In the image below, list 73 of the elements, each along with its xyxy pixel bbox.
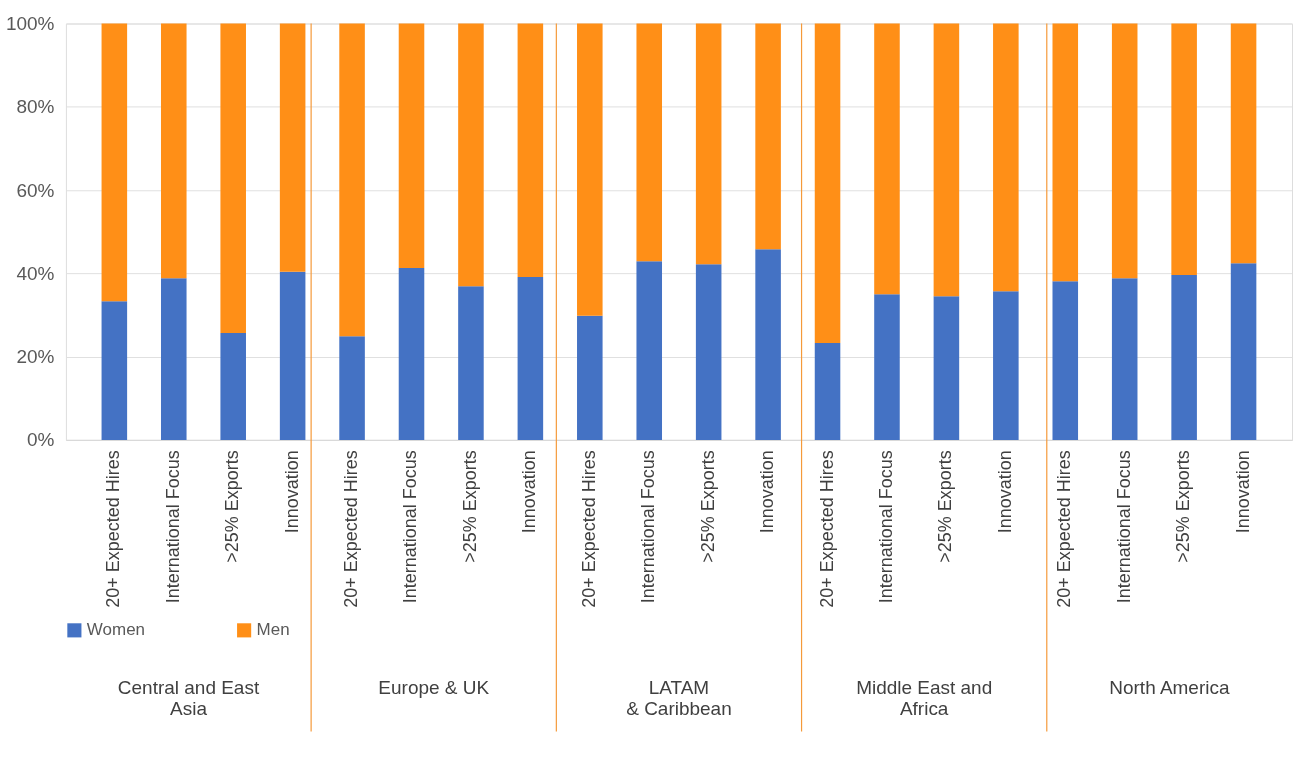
bar bbox=[398, 267, 425, 440]
bar bbox=[101, 301, 128, 440]
x-tick-label: 20+ Expected Hires bbox=[341, 450, 362, 608]
bar bbox=[814, 23, 841, 343]
bar bbox=[874, 294, 900, 440]
bar bbox=[874, 23, 900, 295]
bar bbox=[398, 23, 425, 268]
bar bbox=[1111, 23, 1138, 279]
text: Europe & UK bbox=[378, 677, 490, 699]
bar bbox=[814, 342, 841, 440]
x-tick-label: >25% Exports bbox=[222, 450, 243, 563]
bar bbox=[517, 277, 544, 440]
bar bbox=[577, 23, 603, 316]
text: LATAM & Caribbean bbox=[626, 677, 732, 720]
x-tick-label: >25% Exports bbox=[935, 450, 956, 563]
bar bbox=[101, 23, 128, 302]
x-tick-label: International Focus bbox=[638, 450, 659, 604]
bar bbox=[279, 23, 306, 272]
bar bbox=[1230, 23, 1257, 264]
bar bbox=[577, 315, 603, 440]
y-tick-label: 60% bbox=[16, 179, 55, 201]
y-tick-label: 40% bbox=[16, 262, 55, 284]
bar bbox=[1230, 263, 1257, 440]
x-tick-label: Innovation bbox=[757, 450, 778, 534]
bar bbox=[1111, 278, 1138, 440]
bar bbox=[755, 23, 781, 250]
x-tick-label: >25% Exports bbox=[1173, 450, 1194, 563]
bar bbox=[1052, 281, 1079, 440]
bar bbox=[933, 23, 960, 297]
y-tick-label: 80% bbox=[16, 96, 55, 118]
x-tick-label: 20+ Expected Hires bbox=[578, 450, 599, 608]
bar bbox=[695, 23, 722, 265]
bar bbox=[636, 261, 663, 440]
bar bbox=[458, 23, 484, 287]
bar bbox=[636, 23, 663, 262]
x-tick-label: 20+ Expected Hires bbox=[816, 450, 837, 608]
bar bbox=[933, 296, 960, 440]
bar bbox=[517, 23, 544, 278]
x-tick-label: Innovation bbox=[1232, 450, 1253, 534]
legend-label: Men bbox=[256, 620, 290, 640]
x-tick-label: International Focus bbox=[875, 450, 896, 604]
x-tick-label: Innovation bbox=[281, 450, 302, 534]
bar bbox=[993, 291, 1019, 440]
x-tick-label: 20+ Expected Hires bbox=[103, 450, 124, 608]
bar bbox=[993, 23, 1019, 292]
bar bbox=[220, 23, 246, 333]
bar bbox=[1052, 23, 1079, 282]
y-tick-label: 20% bbox=[16, 346, 55, 368]
legend-label: Women bbox=[86, 620, 146, 640]
x-tick-label: International Focus bbox=[1113, 450, 1134, 604]
bar bbox=[339, 336, 365, 440]
bar bbox=[339, 23, 365, 337]
y-tick-label: 100% bbox=[5, 13, 55, 35]
y-tick-label: 0% bbox=[26, 429, 55, 451]
text: North America bbox=[1109, 677, 1230, 699]
x-tick-label: International Focus bbox=[400, 450, 421, 604]
bar bbox=[160, 278, 187, 440]
bar bbox=[220, 332, 246, 440]
bar bbox=[1171, 275, 1197, 440]
x-tick-label: Innovation bbox=[994, 450, 1015, 534]
bar bbox=[279, 271, 306, 440]
bar bbox=[458, 286, 484, 440]
bar bbox=[160, 23, 187, 279]
x-tick-label: >25% Exports bbox=[459, 450, 480, 563]
x-tick-label: International Focus bbox=[162, 450, 183, 604]
x-tick-label: Innovation bbox=[519, 450, 540, 534]
bar bbox=[695, 264, 722, 440]
text: Middle East and Africa bbox=[856, 677, 993, 720]
bar bbox=[1171, 23, 1197, 276]
bar bbox=[755, 249, 781, 440]
text: Central and East Asia bbox=[117, 677, 260, 720]
x-tick-label: >25% Exports bbox=[697, 450, 718, 563]
x-tick-label: 20+ Expected Hires bbox=[1054, 450, 1075, 608]
